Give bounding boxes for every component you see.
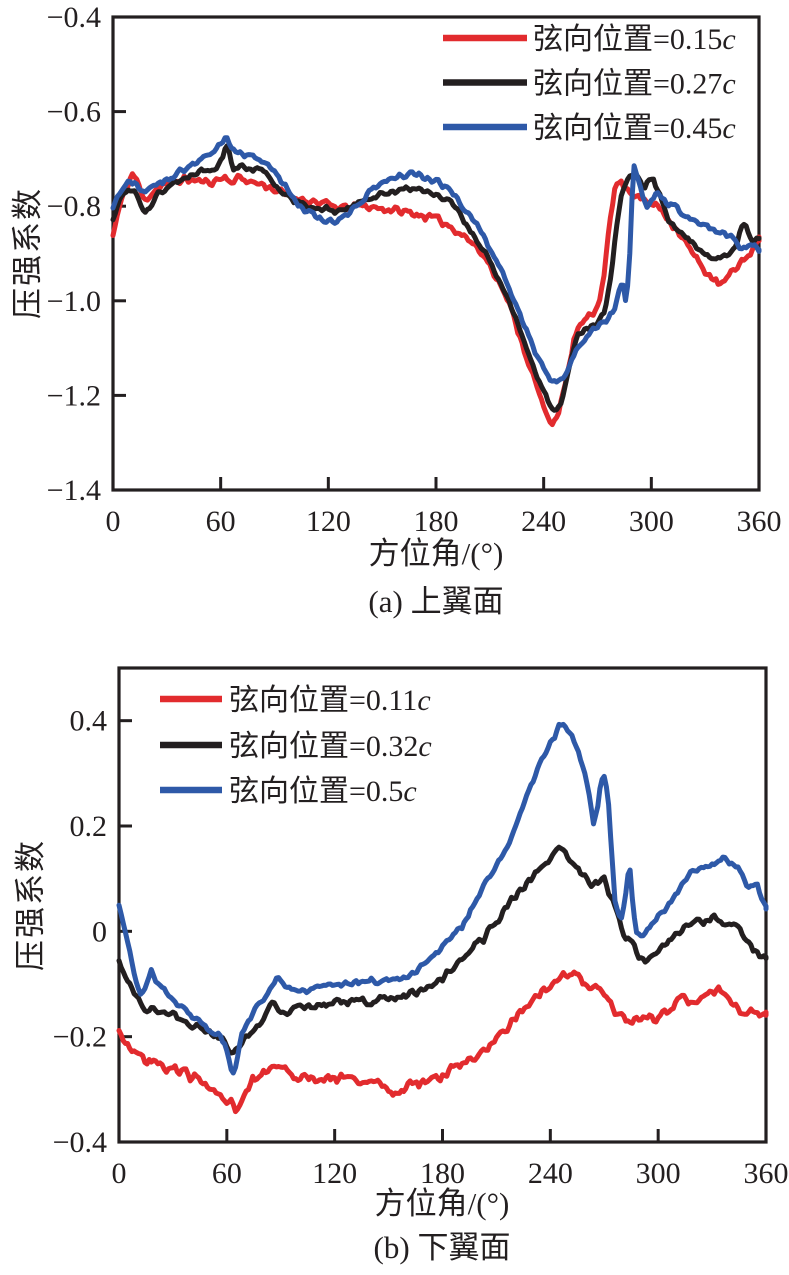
x-axis-label-b: 方位角/(°)	[375, 1186, 510, 1221]
legend-label-1: 弦向位置=0.27c	[533, 68, 736, 101]
caption-a: (a) 上翼面	[368, 584, 503, 619]
x-tick-label: 120	[306, 505, 351, 538]
y-axis-label-b: 压强系数	[13, 839, 48, 971]
chart-b-generated: 0 60 120 180 240 300 360 0.4 0.2 0 −0.2 −0.4 弦向位置=0.…	[53, 666, 789, 1190]
y-tick-label: 0.2	[70, 810, 108, 843]
legend-label-2: 弦向位置=0.5c	[229, 775, 417, 808]
y-tick-label: −0.6	[47, 96, 101, 129]
x-tick-label: 0	[106, 505, 121, 538]
y-tick-label: −1.0	[47, 285, 101, 318]
y-tick-label: −0.4	[53, 1126, 107, 1159]
legend-label-0: 弦向位置=0.11c	[229, 684, 431, 717]
x-tick-label: 240	[521, 505, 566, 538]
x-tick-label: 300	[636, 1157, 681, 1190]
y-tick-label: −0.4	[47, 1, 101, 34]
series-line-2	[110, 135, 762, 385]
x-tick-label: 360	[744, 1157, 789, 1190]
x-tick-label: 60	[212, 1157, 242, 1190]
chart-a-canvas: 0 60 120 180 240 300 360 −0.4 −0.6 −0.8 −1.0 −1.2 −1…	[10, 1, 782, 619]
x-tick-label: 360	[737, 505, 782, 538]
y-tick-label: 0.4	[70, 705, 108, 738]
x-tick-label: 300	[629, 505, 674, 538]
series-line-0	[116, 969, 769, 1115]
caption-b: (b) 下翼面	[374, 1230, 511, 1265]
x-tick-label: 180	[414, 505, 459, 538]
x-tick-label: 180	[420, 1157, 465, 1190]
legend-label-1: 弦向位置=0.32c	[229, 730, 432, 763]
x-axis-label-a: 方位角/(°)	[369, 536, 504, 571]
legend-label-0: 弦向位置=0.15c	[533, 23, 736, 56]
y-tick-label: −0.8	[47, 190, 101, 223]
y-axis-label-a: 压强系数	[10, 187, 45, 319]
x-tick-label: 60	[206, 505, 236, 538]
x-tick-label: 240	[528, 1157, 573, 1190]
y-tick-label: −1.4	[47, 474, 101, 507]
series-line-0	[110, 171, 762, 428]
chart-a-generated: 0 60 120 180 240 300 360 −0.4 −0.6 −0.8 −1.0 −1.2 −1…	[47, 1, 782, 538]
y-tick-label: 0	[92, 915, 107, 948]
y-tick-label: −1.2	[47, 379, 101, 412]
series-line-1	[110, 143, 762, 413]
series-line-2	[116, 721, 769, 1076]
legend-label-2: 弦向位置=0.45c	[533, 112, 736, 145]
x-tick-label: 120	[312, 1157, 357, 1190]
x-tick-label: 0	[112, 1157, 127, 1190]
chart-b-canvas: 0 60 120 180 240 300 360 0.4 0.2 0 −0.2 −0.4 弦向位置=0.…	[13, 666, 789, 1265]
y-tick-label: −0.2	[53, 1021, 107, 1054]
